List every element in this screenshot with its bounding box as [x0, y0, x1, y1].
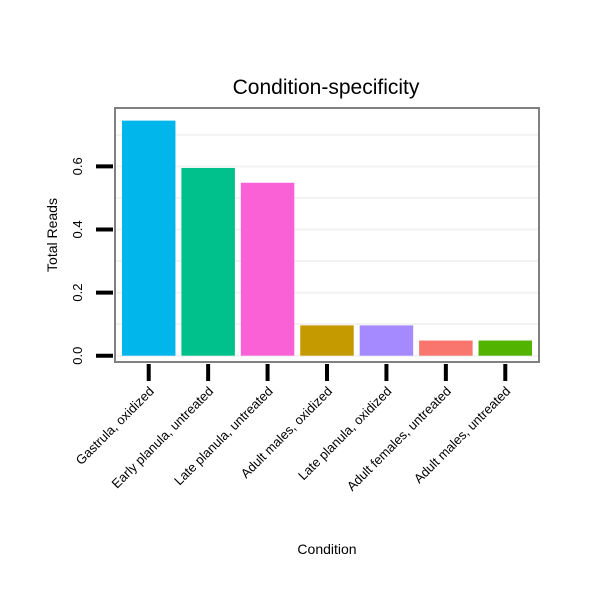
y-tick-label: 0.0 — [70, 347, 85, 365]
bar — [359, 325, 414, 356]
x-tick-label: Late planula, untreated — [171, 384, 276, 489]
y-axis: 0.0 0.2 0.4 0.6 — [70, 157, 113, 365]
bars — [121, 120, 533, 356]
y-tick-label: 0.6 — [70, 157, 85, 175]
bar — [240, 182, 295, 356]
plot-panel — [114, 107, 540, 363]
y-tick-label: 0.2 — [70, 284, 85, 302]
bar — [121, 120, 176, 356]
gridlines — [116, 133, 538, 357]
x-axis-title: Condition — [297, 541, 356, 557]
x-tick-label: Adult males, untreated — [411, 384, 514, 487]
chart-title: Condition-specificity — [233, 76, 420, 99]
y-tick-label: 0.4 — [70, 220, 85, 238]
x-tick-label: Adult females, untreated — [344, 384, 454, 494]
y-axis-title: Total Reads — [44, 198, 60, 272]
bar — [419, 340, 473, 356]
bar — [300, 325, 354, 356]
bar — [478, 340, 533, 356]
x-tick-label: Early planula, untreated — [109, 384, 217, 492]
bar — [181, 167, 235, 356]
